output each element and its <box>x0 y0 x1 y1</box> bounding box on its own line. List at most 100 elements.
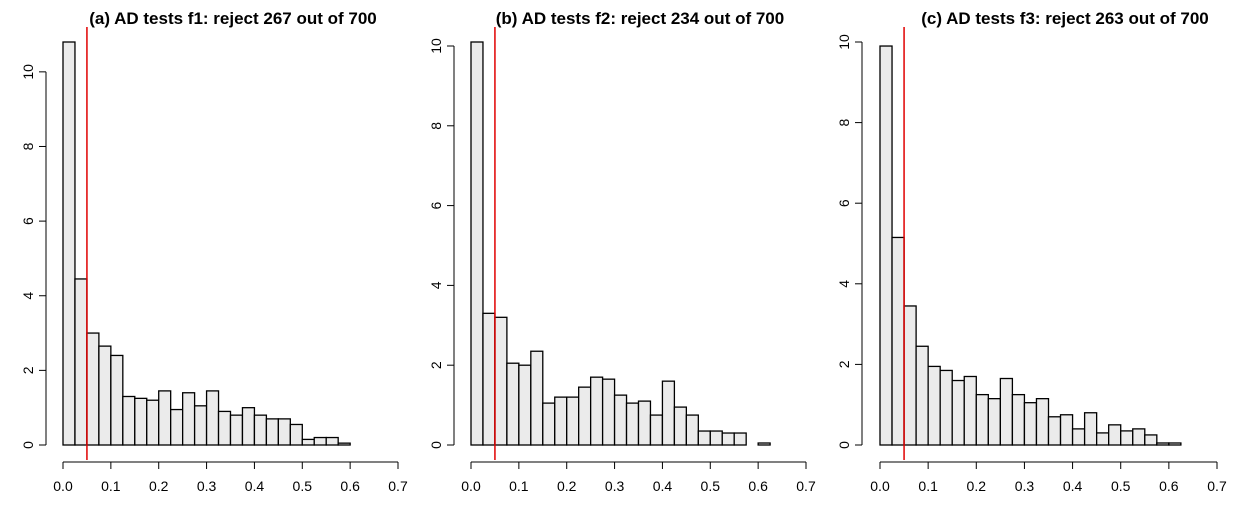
histogram-bar-a-8 <box>158 390 172 446</box>
histogram-bar-c-20 <box>1120 430 1134 446</box>
y-tick-label-c-4: 8 <box>836 118 852 126</box>
histogram-bar-a-5 <box>122 395 136 446</box>
histogram-bar-a-19 <box>289 423 303 446</box>
histogram-bar-c-0 <box>879 45 893 446</box>
histogram-bar-b-2 <box>494 316 508 446</box>
x-tick-label-c-2: 0.2 <box>967 478 987 494</box>
histogram-bar-c-22 <box>1144 434 1158 446</box>
x-tick-label-a-1: 0.1 <box>101 478 121 494</box>
x-tick-label-a-7: 0.7 <box>388 478 408 494</box>
histogram-bar-a-20 <box>301 438 315 446</box>
histogram-bar-c-15 <box>1059 414 1074 446</box>
histogram-bar-c-17 <box>1083 412 1098 446</box>
x-tick-label-c-6: 0.6 <box>1159 478 1179 494</box>
x-tick-label-b-4: 0.4 <box>653 478 673 494</box>
histogram-bar-b-20 <box>709 430 723 446</box>
y-tick-label-b-1: 2 <box>428 361 444 369</box>
histogram-bar-c-3 <box>915 345 929 446</box>
histogram-bar-b-14 <box>637 400 652 446</box>
histogram-bar-c-24 <box>1168 442 1182 446</box>
histogram-bar-c-5 <box>939 369 953 446</box>
histogram-bar-b-11 <box>601 378 616 446</box>
histogram-bar-a-12 <box>205 390 220 446</box>
histogram-bar-a-6 <box>134 397 148 446</box>
histogram-bar-b-13 <box>625 402 640 446</box>
x-tick-label-c-0: 0.0 <box>870 478 890 494</box>
x-tick-label-c-7: 0.7 <box>1207 478 1227 494</box>
histogram-bar-c-23 <box>1156 442 1170 446</box>
chart-panel-b: (b) AD tests f2: reject 234 out of 700 0… <box>428 9 816 494</box>
y-tick-label-b-2: 4 <box>428 281 444 289</box>
histogram-bar-a-9 <box>170 408 184 446</box>
histogram-bar-c-14 <box>1047 416 1062 446</box>
histogram-bar-c-4 <box>927 365 941 446</box>
y-tick-label-a-5: 10 <box>20 64 36 80</box>
histogram-bar-c-9 <box>987 398 1002 446</box>
histogram-bar-a-0 <box>62 41 76 446</box>
histogram-bar-a-13 <box>217 410 232 446</box>
histogram-bar-c-21 <box>1132 428 1146 446</box>
histogram-bar-b-3 <box>506 362 520 446</box>
y-tick-label-c-0: 0 <box>836 441 852 449</box>
histogram-bar-a-7 <box>146 399 160 446</box>
histogram-bar-a-14 <box>229 414 244 446</box>
histogram-bar-c-10 <box>999 377 1014 446</box>
histogram-bar-a-2 <box>86 332 100 446</box>
histogram-bar-b-15 <box>649 414 664 446</box>
x-tick-label-b-6: 0.6 <box>748 478 768 494</box>
x-tick-label-b-3: 0.3 <box>605 478 625 494</box>
y-tick-label-b-3: 6 <box>428 201 444 209</box>
histogram-bar-b-0 <box>470 41 484 446</box>
histogram-bar-c-18 <box>1095 432 1110 446</box>
x-tick-label-c-3: 0.3 <box>1015 478 1035 494</box>
histogram-bar-a-16 <box>253 414 268 446</box>
histogram-bar-c-13 <box>1035 398 1050 446</box>
histogram-bar-b-17 <box>673 406 688 446</box>
histogram-bar-c-16 <box>1071 428 1086 446</box>
histogram-bar-a-23 <box>337 442 351 446</box>
histogram-bar-a-15 <box>241 407 256 446</box>
y-tick-label-c-3: 6 <box>836 199 852 207</box>
x-tick-label-b-5: 0.5 <box>701 478 721 494</box>
y-tick-label-a-1: 2 <box>20 366 36 374</box>
x-tick-label-c-1: 0.1 <box>918 478 938 494</box>
histogram-bar-b-10 <box>589 376 604 446</box>
x-tick-label-b-0: 0.0 <box>461 478 481 494</box>
histogram-bar-b-6 <box>542 402 556 446</box>
y-tick-label-a-0: 0 <box>20 441 36 449</box>
x-tick-label-c-4: 0.4 <box>1063 478 1083 494</box>
histogram-bar-c-1 <box>891 236 905 446</box>
histogram-bar-b-21 <box>721 432 735 446</box>
chart-title-a: (a) AD tests f1: reject 267 out of 700 <box>89 9 377 28</box>
histogram-bar-a-11 <box>193 405 208 446</box>
y-tick-label-a-4: 8 <box>20 142 36 150</box>
histogram-bar-a-3 <box>98 345 112 446</box>
x-tick-label-a-4: 0.4 <box>245 478 265 494</box>
histogram-bar-b-22 <box>733 432 747 446</box>
x-tick-label-a-6: 0.6 <box>340 478 360 494</box>
histogram-bar-a-10 <box>181 392 196 446</box>
chart-title-c: (c) AD tests f3: reject 263 out of 700 <box>921 9 1209 28</box>
y-tick-label-a-3: 6 <box>20 217 36 225</box>
histogram-bar-c-7 <box>963 375 977 446</box>
histogram-bar-a-17 <box>265 418 280 446</box>
chart-title-b: (b) AD tests f2: reject 234 out of 700 <box>496 9 784 28</box>
x-tick-label-b-2: 0.2 <box>557 478 577 494</box>
x-tick-label-b-7: 0.7 <box>796 478 816 494</box>
histogram-bar-b-18 <box>685 414 699 446</box>
histogram-bar-a-21 <box>313 436 327 446</box>
y-tick-label-c-2: 4 <box>836 280 852 288</box>
x-tick-label-a-3: 0.3 <box>197 478 217 494</box>
x-tick-label-a-0: 0.0 <box>53 478 73 494</box>
histogram-bar-b-16 <box>661 380 676 446</box>
chart-panel-c: (c) AD tests f3: reject 263 out of 700 0… <box>836 9 1227 494</box>
histogram-bar-b-4 <box>518 364 532 446</box>
histogram-bar-c-2 <box>903 305 917 446</box>
x-tick-label-b-1: 0.1 <box>509 478 529 494</box>
x-tick-label-c-5: 0.5 <box>1111 478 1131 494</box>
histogram-bar-a-1 <box>74 278 88 446</box>
histogram-bar-a-22 <box>325 436 339 446</box>
y-tick-label-b-0: 0 <box>428 441 444 449</box>
histogram-bar-c-19 <box>1108 424 1122 446</box>
